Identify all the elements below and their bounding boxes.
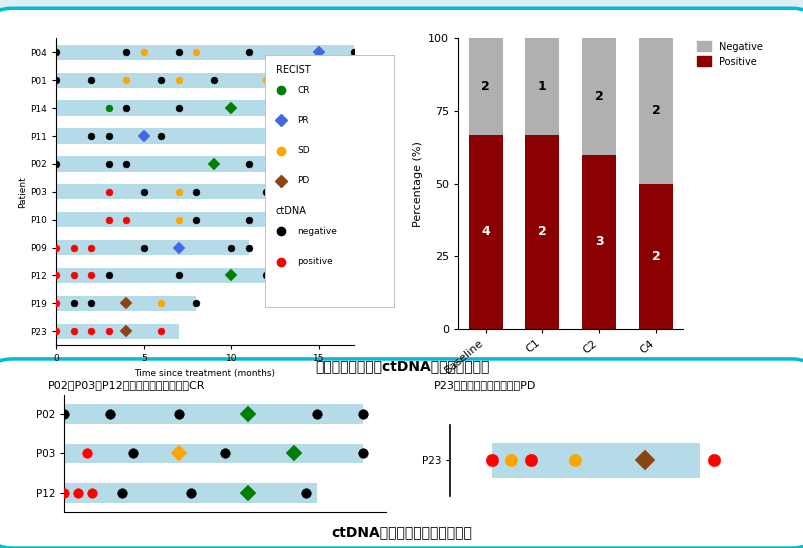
Bar — [524, 38, 559, 135]
Text: P23：最近一次影像评估为PD: P23：最近一次影像评估为PD — [434, 380, 536, 390]
Bar — [468, 38, 502, 135]
Bar — [638, 184, 672, 329]
Text: ctDNA: ctDNA — [275, 206, 306, 216]
Text: ctDNA提前影像学提示疾病变化: ctDNA提前影像学提示疾病变化 — [331, 525, 472, 539]
Text: 1: 1 — [537, 80, 546, 93]
Text: SD: SD — [297, 146, 310, 155]
Text: RECIST: RECIST — [275, 65, 310, 75]
Bar — [56, 296, 196, 311]
Bar — [638, 38, 672, 184]
Y-axis label: Percentage (%): Percentage (%) — [412, 141, 422, 226]
Text: 2: 2 — [651, 250, 660, 262]
Y-axis label: Patient: Patient — [18, 176, 27, 208]
Text: 2: 2 — [480, 80, 489, 93]
Bar — [56, 268, 266, 283]
Text: 2: 2 — [651, 105, 660, 117]
Bar — [56, 184, 353, 199]
Text: PR: PR — [297, 116, 308, 125]
Bar — [56, 156, 301, 172]
Bar — [64, 404, 362, 424]
Text: P02、P03和P12：最近一次影像评估为CR: P02、P03和P12：最近一次影像评估为CR — [48, 380, 206, 390]
Legend: Negative, Positive: Negative, Positive — [692, 37, 766, 71]
Bar — [524, 135, 559, 329]
Bar — [581, 155, 616, 329]
Bar — [56, 128, 353, 144]
Text: 4: 4 — [480, 225, 489, 238]
Bar — [491, 443, 699, 478]
Text: 2: 2 — [594, 90, 603, 103]
Text: 2: 2 — [537, 225, 546, 238]
Text: PD: PD — [297, 176, 309, 185]
Bar — [64, 444, 362, 463]
Bar — [56, 324, 178, 339]
Text: 3: 3 — [594, 235, 603, 248]
X-axis label: Time since treatment (months): Time since treatment (months) — [134, 369, 275, 378]
Bar — [56, 100, 353, 116]
Bar — [56, 72, 353, 88]
Text: 系统免疫治疗队列ctDNA检测及临床结局: 系统免疫治疗队列ctDNA检测及临床结局 — [315, 359, 488, 373]
Bar — [64, 483, 316, 503]
Bar — [581, 38, 616, 155]
Bar — [56, 44, 353, 60]
Text: positive: positive — [297, 257, 332, 266]
Text: CR: CR — [297, 85, 310, 95]
Text: negative: negative — [297, 227, 337, 236]
Bar — [56, 240, 248, 255]
Bar — [56, 212, 336, 227]
Bar — [468, 135, 502, 329]
